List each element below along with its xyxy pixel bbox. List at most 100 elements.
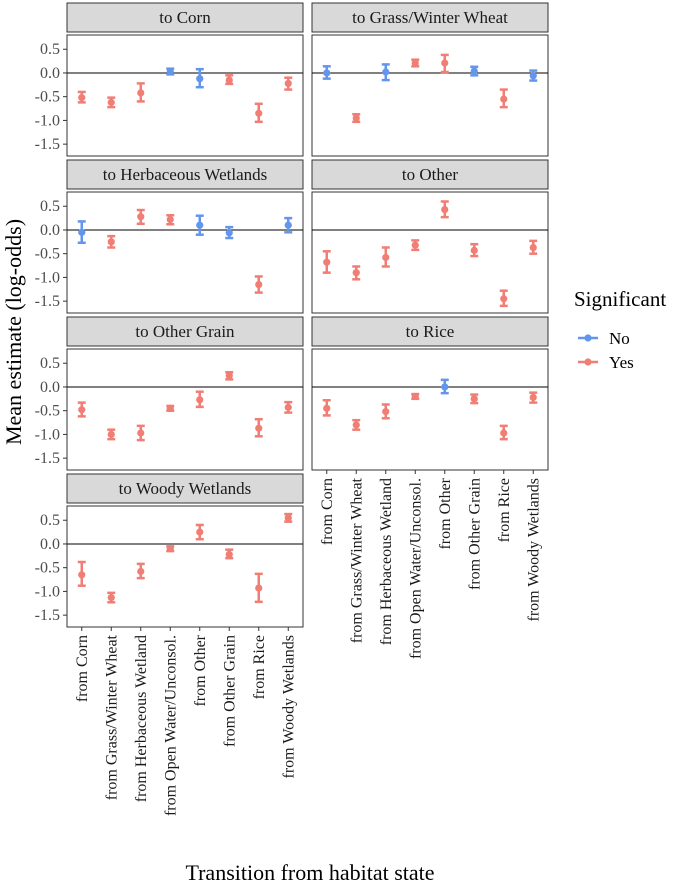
y-tick-label: -1.0: [35, 583, 60, 600]
plot-area: [311, 34, 549, 157]
point-marker: [225, 550, 233, 559]
data-point: [470, 65, 479, 77]
point-marker: [225, 371, 233, 380]
panel-strip: [311, 159, 549, 190]
data-point: [381, 246, 390, 268]
data-point: [284, 216, 293, 234]
point-marker: [500, 295, 508, 303]
point-marker: [107, 430, 115, 439]
data-point: [529, 239, 538, 255]
data-point: [322, 250, 331, 274]
plot-area: [311, 348, 549, 471]
x-tick-label: from Rice: [496, 478, 513, 542]
point-marker: [137, 213, 145, 221]
point-marker: [352, 269, 360, 277]
panel-strip: [66, 2, 304, 33]
point-marker: [255, 280, 263, 289]
point-marker: [196, 75, 204, 83]
data-point: [195, 523, 204, 541]
data-point: [136, 82, 145, 103]
panel-strip: [66, 159, 304, 190]
legend-key-point: [584, 334, 592, 342]
point-marker: [529, 243, 537, 252]
point-marker: [255, 109, 263, 117]
data-point: [166, 404, 175, 412]
data-point: [77, 220, 86, 245]
x-tick-label: from Herbaceous Wetland: [133, 635, 150, 802]
point-marker: [255, 584, 263, 592]
plot-area: [66, 191, 304, 314]
data-point: [195, 67, 204, 89]
point-marker: [411, 392, 419, 401]
data-point: [322, 398, 331, 417]
point-marker: [78, 571, 86, 579]
data-point: [470, 242, 479, 258]
legend: No Yes: [578, 329, 634, 372]
data-point: [254, 275, 263, 294]
data-point: [225, 74, 234, 86]
point-marker: [500, 429, 508, 437]
data-point: [381, 403, 390, 420]
point-marker: [529, 72, 537, 80]
y-tick-label: -0.5: [35, 246, 60, 263]
point-marker: [107, 98, 115, 106]
data-point: [107, 428, 116, 441]
point-marker: [352, 421, 360, 429]
point-marker: [284, 221, 292, 229]
point-marker: [529, 393, 537, 401]
data-point: [254, 102, 263, 124]
data-point: [195, 214, 204, 236]
x-tick-label: from Herbaceous Wetland: [378, 478, 395, 645]
data-point: [284, 76, 293, 91]
data-point: [166, 214, 175, 226]
point-marker: [284, 79, 292, 87]
point-marker: [137, 429, 145, 437]
y-tick-label: 0.5: [40, 198, 60, 215]
point-marker: [196, 221, 204, 229]
point-marker: [166, 215, 174, 224]
x-tick-label: from Open Water/Unconsol.: [407, 478, 424, 659]
point-marker: [225, 76, 233, 84]
y-tick-label: -1.5: [35, 450, 60, 467]
plot-area: [66, 505, 304, 628]
legend-entry: No: [578, 329, 630, 348]
x-tick-label: from Open Water/Unconsol.: [162, 635, 179, 816]
point-marker: [441, 383, 449, 391]
panel: to Rice from Corn from Grass/Winter Wheat f…: [311, 316, 549, 659]
y-tick-label: 0.5: [40, 41, 60, 58]
point-marker: [196, 528, 204, 536]
legend-entry: Yes: [578, 353, 634, 372]
point-marker: [382, 253, 390, 262]
data-point: [166, 67, 175, 76]
plot-area: [66, 348, 304, 471]
data-point: [499, 289, 508, 308]
point-marker: [323, 404, 331, 412]
y-tick-label: -0.5: [35, 89, 60, 106]
point-marker: [323, 258, 331, 266]
point-marker: [166, 67, 174, 76]
legend-key-point: [584, 358, 592, 366]
y-tick-label: 0.0: [40, 379, 60, 396]
legend-title: Significant: [574, 287, 666, 311]
point-marker: [78, 406, 86, 414]
panel-title: to Woody Wetlands: [119, 479, 252, 498]
data-point: [136, 562, 145, 580]
y-tick-label: 0.0: [40, 65, 60, 82]
point-marker: [352, 114, 360, 122]
point-marker: [255, 424, 263, 432]
data-point: [440, 200, 449, 219]
data-point: [107, 96, 116, 109]
point-marker: [382, 68, 390, 76]
data-point: [352, 265, 361, 281]
data-point: [254, 417, 263, 438]
data-point: [136, 424, 145, 442]
data-point: [440, 53, 449, 74]
y-tick-label: -1.0: [35, 269, 60, 286]
y-tick-label: 0.0: [40, 222, 60, 239]
panel: to Corn 0.5 0.0 -0.5 -1.0 -1.5: [35, 2, 304, 157]
point-marker: [225, 229, 233, 237]
y-tick-label: 0.5: [40, 355, 60, 372]
y-tick-label: -0.5: [35, 560, 60, 577]
x-tick-label: from Corn: [74, 635, 91, 702]
data-point: [411, 58, 420, 68]
